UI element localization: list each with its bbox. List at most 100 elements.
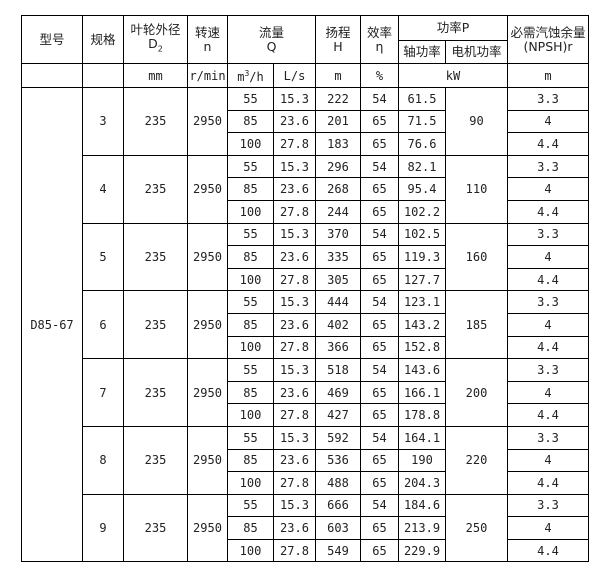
impeller-diameter-cell: 235: [123, 493, 188, 563]
symbol: H: [333, 38, 343, 54]
efficiency-cell: 54: [360, 358, 399, 382]
flow-m3h-cell: 85: [227, 177, 274, 201]
efficiency-cell: 54: [360, 425, 399, 450]
npsh-cell: 4.4: [507, 335, 589, 360]
efficiency-cell: 65: [360, 245, 399, 269]
flow-m3h-cell: 85: [227, 380, 274, 405]
speed-cell: 2950: [187, 358, 228, 427]
symbol: (NPSH)r: [523, 38, 573, 54]
motor-power-cell: 110: [445, 154, 508, 224]
npsh-cell: 4: [507, 177, 589, 201]
motor-power-cell: 160: [445, 222, 508, 292]
flow-ls-cell: 23.6: [273, 245, 316, 269]
label: 流量: [258, 24, 284, 40]
flow-ls-cell: 15.3: [273, 493, 316, 518]
table-row: 100 27.8 549 65 229.9 4.4: [22, 538, 589, 563]
flow-m3h-cell: 100: [227, 403, 274, 427]
flow-m3h-cell: 100: [227, 335, 274, 360]
flow-m3h-cell: 85: [227, 109, 274, 134]
impeller-diameter-cell: 235: [123, 290, 188, 360]
head-cell: 296: [315, 154, 361, 179]
flow-m3h-cell: 85: [227, 448, 274, 473]
flow-ls-cell: 15.3: [273, 87, 316, 111]
head-cell: 183: [315, 132, 361, 156]
shaft-power-cell: 184.6: [398, 493, 446, 518]
motor-power-cell: 220: [445, 425, 508, 495]
npsh-cell: 4: [507, 448, 589, 473]
efficiency-cell: 65: [360, 448, 399, 473]
symbol: D: [148, 35, 158, 51]
efficiency-cell: 65: [360, 109, 399, 134]
head-cell: 603: [315, 516, 361, 540]
unit-mm: mm: [123, 63, 188, 88]
flow-m3h-cell: 55: [227, 87, 274, 111]
unit-empty: [21, 63, 83, 88]
symbol: η: [375, 38, 384, 54]
efficiency-cell: 54: [360, 493, 399, 518]
shaft-power-cell: 229.9: [398, 538, 446, 563]
shaft-power-cell: 127.7: [398, 267, 446, 292]
efficiency-cell: 65: [360, 312, 399, 337]
flow-ls-cell: 27.8: [273, 471, 316, 495]
table-row: 85 23.6 201 65 71.5 4: [22, 109, 589, 134]
npsh-cell: 4.4: [507, 538, 589, 563]
speed-cell: 2950: [187, 87, 228, 156]
shaft-power-cell: 61.5: [398, 87, 446, 111]
symbol: n: [203, 38, 212, 54]
flow-ls-cell: 27.8: [273, 199, 316, 224]
header-spec: 规格: [82, 15, 124, 64]
npsh-cell: 4: [507, 312, 589, 337]
shaft-power-cell: 102.2: [398, 199, 446, 224]
flow-ls-cell: 23.6: [273, 448, 316, 473]
head-cell: 488: [315, 471, 361, 495]
head-cell: 469: [315, 380, 361, 405]
shaft-power-cell: 152.8: [398, 335, 446, 360]
unit-kw: kW: [398, 63, 508, 88]
speed-cell: 2950: [187, 222, 228, 292]
flow-m3h-cell: 55: [227, 154, 274, 179]
unit-ls: L/s: [273, 63, 316, 88]
shaft-power-cell: 119.3: [398, 245, 446, 269]
head-cell: 222: [315, 87, 361, 111]
spec-cell: 3: [82, 87, 124, 156]
npsh-cell: 4.4: [507, 471, 589, 495]
label: 扬程: [325, 24, 351, 40]
flow-m3h-cell: 55: [227, 290, 274, 314]
shaft-power-cell: 164.1: [398, 425, 446, 450]
pump-performance-table: 型号 规格 叶轮外径 D2 转速 n 流量 Q 扬程 H 效率 η 功率P 必需汽蚀余量(…: [21, 15, 589, 563]
efficiency-cell: 65: [360, 132, 399, 156]
head-cell: 201: [315, 109, 361, 134]
shaft-power-cell: 190: [398, 448, 446, 473]
npsh-cell: 4: [507, 109, 589, 134]
flow-m3h-cell: 85: [227, 312, 274, 337]
flow-ls-cell: 15.3: [273, 358, 316, 382]
label: 叶轮外径: [130, 21, 181, 37]
shaft-power-cell: 166.1: [398, 380, 446, 405]
motor-power-cell: 200: [445, 358, 508, 427]
table-row: D85-67 3 235 2950 55 15.3 222 54 61.5 90 3.3: [21, 86, 589, 563]
motor-power-cell: 250: [445, 493, 508, 563]
flow-m3h-cell: 100: [227, 538, 274, 563]
table-row: 6 235 2950 55 15.3 444 54 123.1 185 3.3: [22, 290, 589, 360]
table-row: 4 235 2950 55 15.3 296 54 82.1 110 3.3: [22, 154, 589, 224]
flow-ls-cell: 23.6: [273, 380, 316, 405]
unit-npsh: m: [507, 63, 589, 88]
npsh-cell: 4: [507, 245, 589, 269]
label: 转速: [194, 24, 220, 40]
efficiency-cell: 65: [360, 199, 399, 224]
efficiency-cell: 54: [360, 222, 399, 247]
flow-m3h-cell: 55: [227, 425, 274, 450]
table-row: 85 23.6 402 65 143.2 4: [22, 312, 589, 337]
spec-cell: 9: [82, 493, 124, 563]
unit-empty: [82, 63, 124, 88]
npsh-cell: 3.3: [507, 358, 589, 382]
flow-ls-cell: 23.6: [273, 516, 316, 540]
unit-m3h: m3/h: [227, 63, 274, 88]
table-row: 85 23.6 469 65 166.1 4: [22, 380, 589, 405]
flow-m3h-cell: 55: [227, 222, 274, 247]
head-cell: 366: [315, 335, 361, 360]
flow-ls-cell: 23.6: [273, 109, 316, 134]
label: 必需汽蚀余量: [510, 24, 586, 40]
efficiency-cell: 65: [360, 403, 399, 427]
table-row: 85 23.6 536 65 190 4: [22, 448, 589, 473]
